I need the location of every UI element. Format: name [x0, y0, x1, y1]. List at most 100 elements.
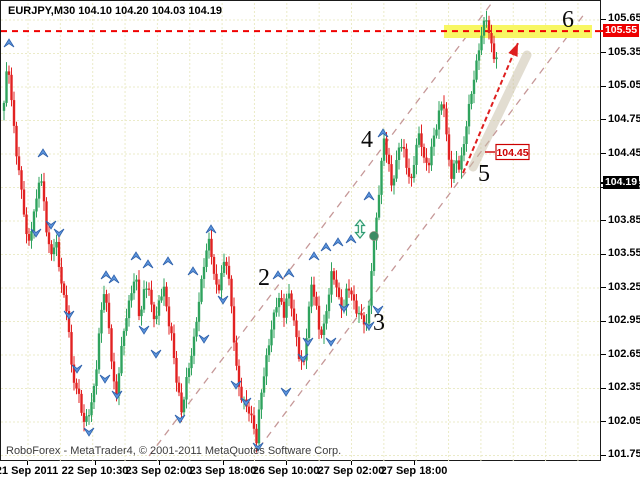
fractal-up-arrow-icon [283, 268, 295, 278]
fractal-up-arrow-icon [320, 242, 332, 252]
fractal-up-arrow-icon [108, 274, 120, 284]
fractal-up-arrow-icon [100, 270, 112, 280]
fractal-down-arrow-icon [230, 380, 242, 390]
price-axis-label: 102.05 [608, 414, 640, 427]
fractal-up-arrow-icon [205, 224, 217, 234]
time-axis-tick [27, 461, 28, 465]
price-axis-label: 102.65 [608, 347, 640, 360]
price-axis-label: 105.05 [608, 79, 640, 92]
price-axis-label: 103.55 [608, 247, 640, 259]
price-axis-tick [601, 320, 606, 322]
fractal-down-arrow-icon [174, 414, 186, 424]
price-axis-label: 104.45 [608, 146, 640, 159]
time-axis-tick [286, 461, 287, 465]
fractal-up-arrow-icon [272, 270, 284, 280]
channel-trendline [148, 3, 492, 457]
fractal-up-arrow-icon [332, 237, 344, 247]
price-marker-105.55: 105.55 [603, 23, 639, 37]
entry-dot [369, 231, 379, 241]
time-axis-label: 27 Sep 18:00 [380, 465, 448, 477]
fractal-down-arrow-icon [83, 427, 95, 437]
time-axis-label: 22 Sep 10:30 [61, 465, 129, 477]
fractal-up-arrow-icon [345, 234, 357, 244]
price-axis-label: 105.35 [608, 45, 640, 58]
time-axis-label: 27 Sep 02:00 [317, 465, 385, 477]
support-label-box [495, 143, 530, 161]
price-axis-label: 101.75 [608, 448, 640, 460]
fractal-down-arrow-icon [372, 305, 384, 315]
fractal-down-arrow-icon [138, 325, 150, 335]
fractal-down-arrow-icon [111, 390, 123, 400]
wave-label-2: 2 [258, 265, 270, 291]
updown-arrows-icon [354, 219, 366, 239]
price-axis-tick [601, 287, 606, 288]
fractal-up-arrow-icon [3, 38, 15, 48]
price-axis-tick [601, 52, 606, 54]
fractal-down-arrow-icon [217, 295, 229, 305]
price-marker-104.19: 104.19 [603, 175, 639, 189]
projection-arrow-head [508, 43, 518, 57]
price-axis-tick [601, 18, 606, 20]
fractal-down-arrow-icon [71, 364, 83, 374]
price-axis-tick [601, 421, 606, 422]
price-axis-label: 104.75 [608, 112, 640, 125]
arrow-shadow [468, 50, 532, 172]
fractal-down-arrow-icon [240, 397, 252, 407]
wave-label-6: 6 [562, 7, 574, 33]
fractal-up-arrow-icon [142, 259, 154, 269]
price-axis-tick [601, 454, 606, 456]
wave-label-5: 5 [478, 161, 490, 187]
time-axis-label: 21 Sep 2011 [0, 465, 59, 477]
fractal-up-arrow-icon [162, 256, 174, 266]
price-axis-tick [601, 220, 606, 221]
chart-plot-area[interactable]: 2 3 4 5 6 104.45 EURJPY,M30 104.10 104.20 104… [0, 0, 601, 461]
fractal-down-arrow-icon [297, 353, 309, 363]
price-axis[interactable]: 105.65105.35105.05104.75104.45104.15103.… [601, 0, 640, 461]
copyright-text: RoboForex - MetaTrader4, © 2001-2011 Met… [6, 445, 342, 457]
price-axis-label: 103.25 [608, 280, 640, 293]
channel-trendline [258, 12, 586, 449]
fractal-up-arrow-icon [308, 251, 320, 261]
time-axis-tick [95, 461, 96, 465]
chart-symbol-title: EURJPY,M30 104.10 104.20 104.03 104.19 [8, 5, 223, 17]
time-axis-label: 26 Sep 10:00 [252, 465, 320, 477]
fractal-up-arrow-icon [37, 148, 49, 158]
price-axis-label: 102.95 [608, 314, 640, 326]
price-axis-tick [601, 153, 606, 154]
time-axis-tick [414, 461, 415, 465]
fractal-up-arrow-icon [130, 251, 142, 261]
price-axis-tick [601, 119, 606, 121]
wave-label-4: 4 [361, 127, 373, 153]
fractal-down-arrow-icon [198, 334, 210, 344]
price-axis-tick [601, 354, 606, 355]
fractal-down-arrow-icon [252, 442, 264, 452]
candlestick-chart[interactable]: 2 3 4 5 6 104.45 [1, 1, 602, 462]
fractal-down-arrow-icon [302, 337, 314, 347]
wave-label-3: 3 [373, 310, 385, 336]
price-axis-tick [601, 85, 606, 87]
fractal-down-arrow-icon [99, 374, 111, 384]
time-axis-label: 23 Sep 02:00 [125, 465, 193, 477]
price-axis-label: 102.35 [608, 381, 640, 393]
fractal-down-arrow-icon [325, 337, 337, 347]
fractal-down-arrow-icon [338, 303, 350, 313]
fractal-down-arrow-icon [63, 310, 75, 320]
time-axis-tick [159, 461, 160, 465]
fractal-down-arrow-icon [30, 228, 42, 238]
fractal-down-arrow-icon [280, 387, 292, 397]
fractal-down-arrow-icon [45, 220, 57, 230]
fractal-up-arrow-icon [377, 128, 389, 138]
support-label-text: 104.45 [496, 147, 528, 159]
price-axis-label: 103.85 [608, 213, 640, 226]
fractal-down-arrow-icon [150, 349, 162, 359]
time-axis-tick [351, 461, 352, 465]
price-axis-label: 105.65 [608, 12, 640, 25]
price-axis-tick [601, 387, 606, 389]
fractal-up-arrow-icon [363, 191, 375, 201]
time-axis[interactable]: 21 Sep 2011 22 Sep 10:30 23 Sep 02:00 23 Se… [0, 461, 602, 480]
fractal-down-arrow-icon [53, 228, 65, 238]
price-axis-tick [601, 253, 606, 255]
candles-group [2, 10, 498, 453]
fractal-up-arrow-icon [187, 266, 199, 276]
